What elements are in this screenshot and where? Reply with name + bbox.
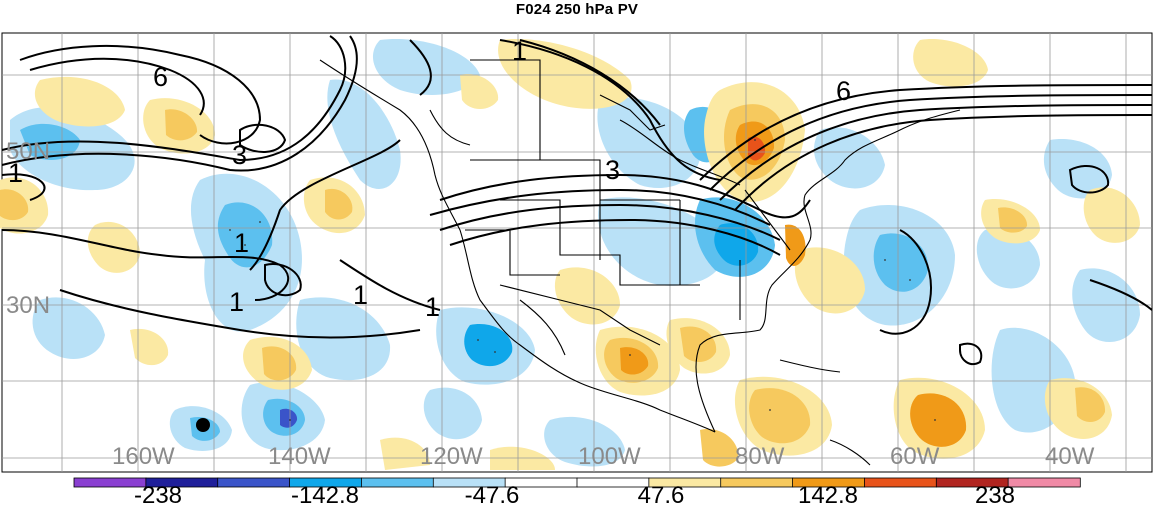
colorbar-swatch [1007,477,1081,488]
colorbar-swatch [217,477,291,488]
shade-blob [910,393,967,447]
shade-blob [372,39,480,95]
shade-blob [998,207,1028,233]
contour-line [499,39,721,181]
contour-label: 1 [512,36,528,66]
stipple [229,139,936,421]
colorbar-label: -47.6 [464,482,520,509]
shade-blob [498,39,632,109]
lon-label: 40W [1045,443,1095,470]
lon-label: 80W [735,443,785,470]
lon-label: 100W [578,443,641,470]
contour-line [264,263,302,297]
contour-line [339,259,441,311]
contour-line [439,203,781,241]
shade-blob [680,326,717,362]
contour-line [719,104,1153,201]
shade-blob [794,247,865,314]
shade-blob [620,347,649,375]
shade-blob [296,297,391,381]
shade-blob [325,188,353,220]
contour-line [439,173,811,219]
colorbar-label: 142.8 [797,482,859,509]
contour-line [239,123,287,153]
contour-line [1,35,358,172]
shade-blob [380,437,430,470]
contour-label: 6 [153,62,169,92]
contour-line [1,35,347,162]
contour-line [1089,279,1153,311]
lon-label: 140W [268,443,331,470]
colorbar-label: -142.8 [290,482,360,509]
lon-label: 160W [112,443,175,470]
contour-label: 1 [229,287,245,317]
contour-line [879,229,932,335]
contour-label: 3 [232,140,248,170]
contour-label: 1 [425,292,441,322]
shade-blob [130,328,169,366]
contour-line [709,94,1153,191]
contour-line [29,57,205,116]
pv-contours [1,35,1153,366]
shade-blob [700,429,739,467]
contour-line [409,39,432,96]
contour-line [449,218,781,256]
lon-label: 60W [890,443,940,470]
contour-label: 1 [8,158,24,188]
coastlines [319,59,961,466]
colorbar-swatch [720,477,794,488]
shade-blob [1043,139,1112,199]
colorbar-swatch [361,477,434,488]
shade-blob [217,202,273,268]
shade-blob [32,297,105,359]
shade-blob [165,109,198,141]
lat-label-30n: 30N [6,292,51,319]
shade-blob [554,267,620,325]
shade-blob [0,189,29,221]
shade-blob [460,74,499,109]
contour-line [519,39,661,126]
contour-line [1068,165,1110,194]
colorbar-label: 47.6 [637,482,685,509]
lon-label: 120W [420,443,483,470]
shade-blob [464,324,513,367]
colorbar [73,477,1081,488]
contour-line [699,84,1153,181]
contour-label: 1 [234,228,250,258]
shade-blob [976,228,1040,289]
shade-blob [873,233,929,292]
colorbar-swatch [864,477,937,488]
colorbar-label: 238 [974,482,1016,509]
shade-blob [262,346,297,381]
shade-blob [423,387,482,440]
shade-blob [1075,387,1106,422]
shade-blob [544,416,625,467]
point-marker [196,418,210,432]
lat-label-50n: 50N [6,138,51,165]
shade-blob [280,408,298,428]
shade-blob [749,388,811,444]
shade-blob [597,97,701,189]
contour-label: 1 [353,280,369,310]
map-title: F024 250 hPa PV [515,1,639,18]
contour-line [734,114,1153,211]
contour-line [249,139,401,271]
shade-blob [34,76,125,127]
contour-line [959,342,983,366]
shade-blob [327,79,401,189]
contour-label: 3 [605,155,621,185]
contour-line [1,229,289,301]
contour-line [59,289,421,339]
colorbar-label: -238 [133,482,183,509]
contour-label: 6 [836,76,852,106]
contour-line [429,188,771,226]
contour-line [1,173,46,201]
positive-shading [0,39,1140,470]
